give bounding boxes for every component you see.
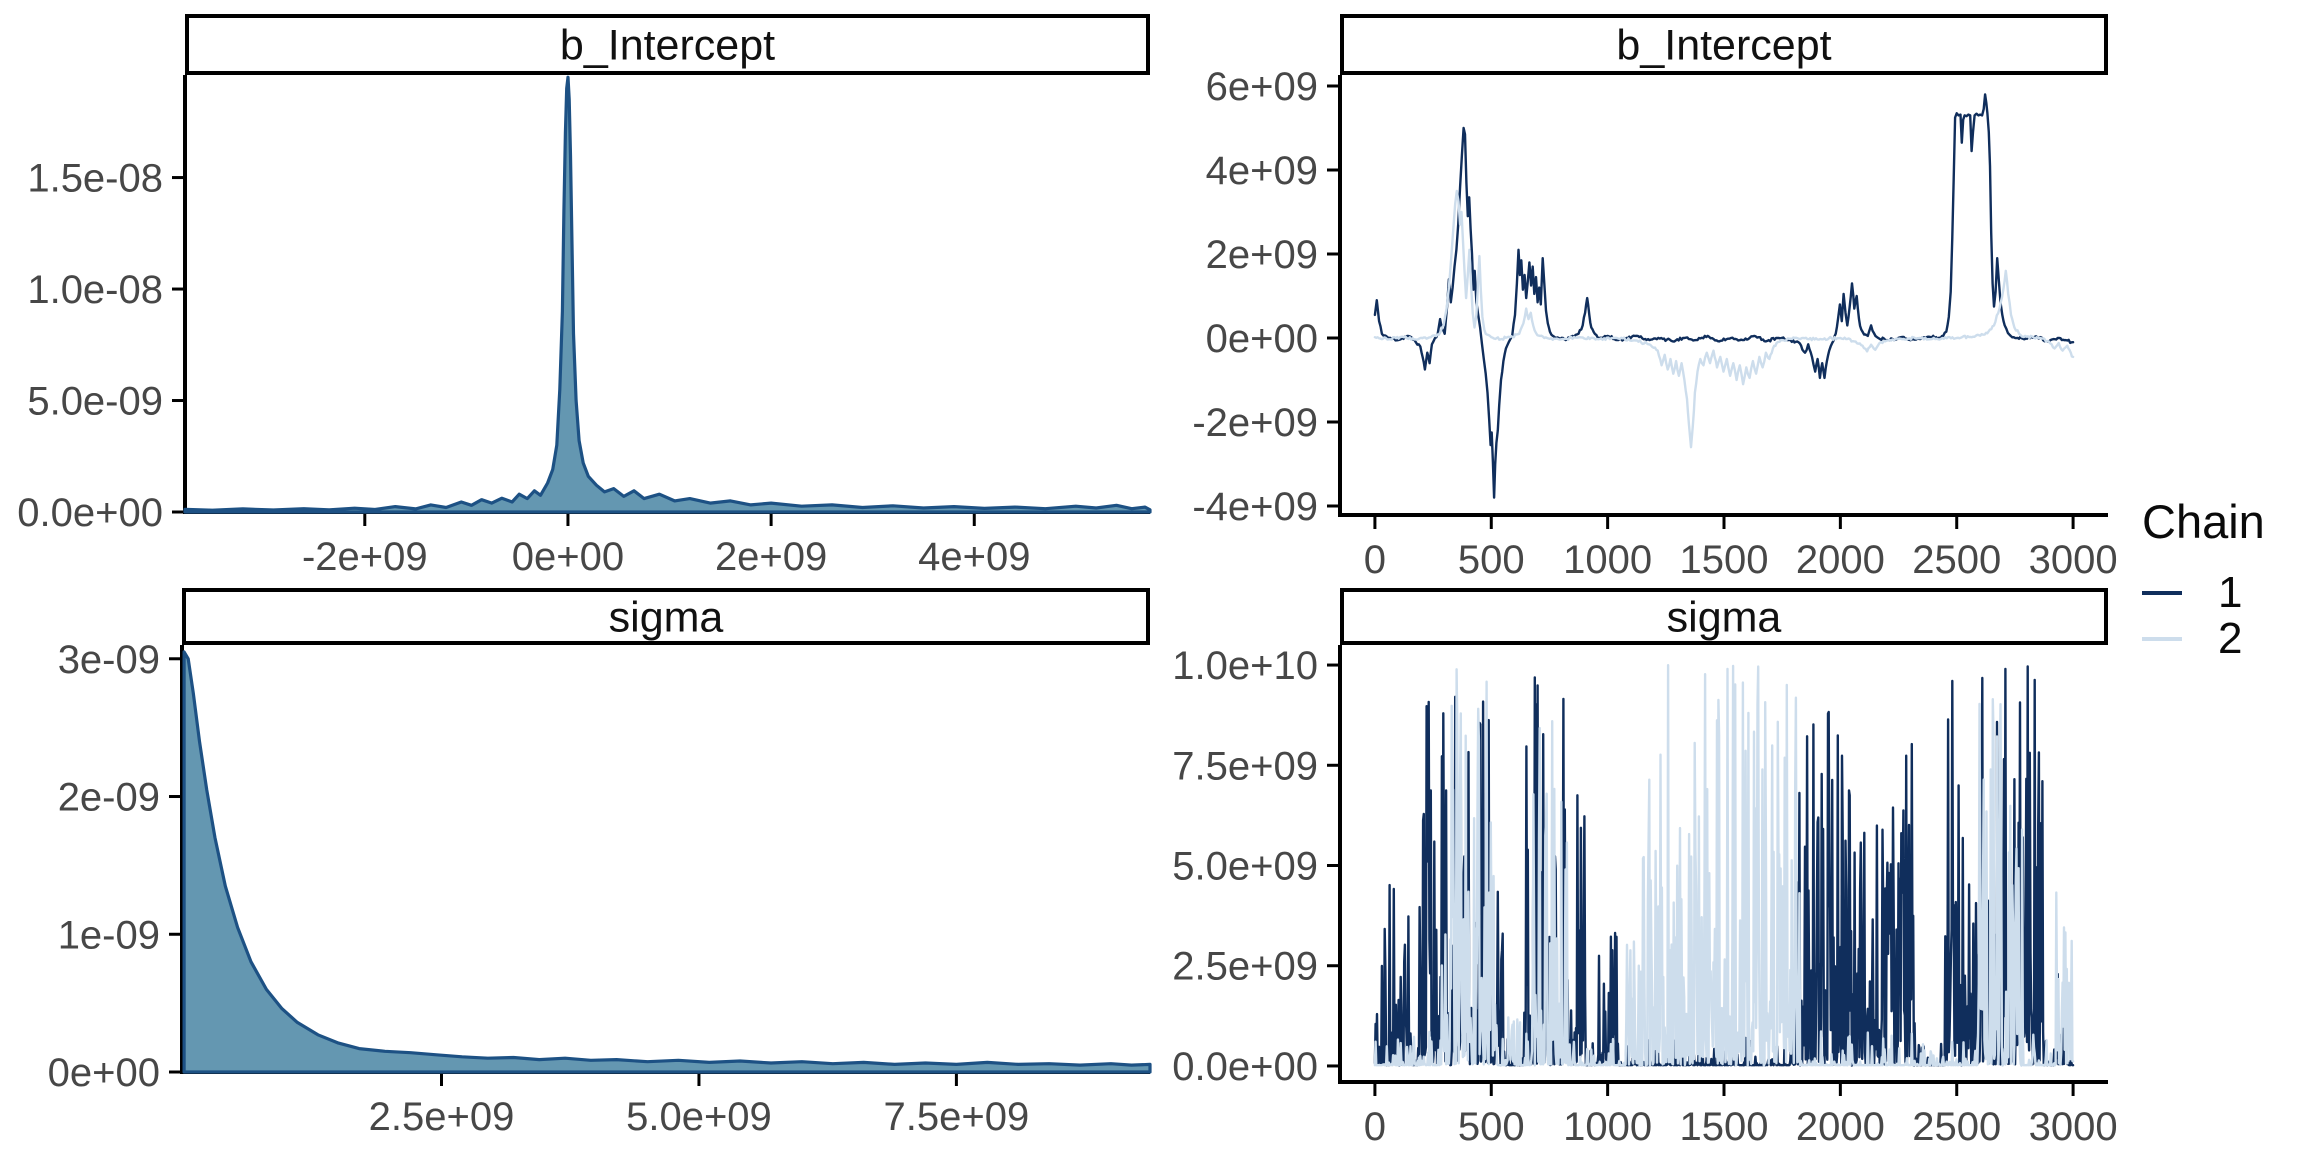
y-tick-label: 1.0e+10 — [1172, 644, 1318, 688]
x-tick-label: 2000 — [1796, 1105, 1885, 1149]
panel-strip — [1340, 14, 2108, 75]
y-tick-label: 1.0e-08 — [27, 268, 163, 312]
trace-line-chain-2-trace-b-intercept — [1373, 189, 2075, 449]
legend-item-chain-2-label: 2 — [2218, 614, 2243, 664]
panel-title-density-b-intercept: b_Intercept — [560, 22, 775, 70]
chain-2-line-swatch — [2142, 637, 2182, 642]
panel-trace-b-intercept: b_Intercept 6e+09 4e+09 2e+09 0e+00 -2e+09 -4e… — [1192, 14, 2118, 582]
x-tick-label: 0 — [1364, 1105, 1386, 1149]
x-tick-label: -2e+09 — [302, 535, 428, 579]
y-tick-label: 0.0e+00 — [17, 491, 163, 535]
y-tick-label: 0.0e+00 — [1172, 1045, 1318, 1089]
x-tick-label: 0 — [1364, 538, 1386, 582]
y-tick-label: 7.5e+09 — [1172, 744, 1318, 788]
density-area-density-sigma — [182, 650, 1152, 1074]
x-tick-label: 4e+09 — [918, 535, 1030, 579]
x-tick-label: 2.5e+09 — [369, 1095, 515, 1139]
legend-item-chain-2: 2 — [2142, 614, 2265, 664]
y-tick-label: 3e-09 — [58, 638, 160, 682]
x-tick-label: 7.5e+09 — [884, 1095, 1030, 1139]
x-tick-label: 5.0e+09 — [626, 1095, 772, 1139]
panel-density-b-intercept: b_Intercept 0.0e+00 5.0e-09 1.0e-08 1.5e-08 -… — [17, 14, 1152, 579]
x-tick-label: 2000 — [1796, 538, 1885, 582]
x-tick-label: 500 — [1458, 538, 1525, 582]
x-tick-label: 3000 — [2029, 538, 2118, 582]
x-tick-label: 1000 — [1563, 1105, 1652, 1149]
trace-line-chain-1-trace-b-intercept — [1373, 93, 2075, 499]
y-tick-label: 1.5e-08 — [27, 157, 163, 201]
panel-strip — [1340, 588, 2108, 645]
y-tick-label: -2e+09 — [1192, 401, 1318, 445]
panel-trace-sigma: sigma 1.0e+10 7.5e+09 5.0e+09 2.5e+09 0.0e+00… — [1172, 588, 2118, 1149]
y-tick-label: 0e+00 — [1206, 317, 1318, 361]
y-tick-label: -4e+09 — [1192, 485, 1318, 529]
y-tick-label: 2e-09 — [58, 776, 160, 820]
y-tick-label: 2.5e+09 — [1172, 945, 1318, 989]
panel-strip — [185, 14, 1150, 75]
legend-title: Chain — [2142, 495, 2265, 548]
panel-title-trace-sigma: sigma — [1667, 594, 1782, 642]
x-tick-label: 0e+00 — [512, 535, 624, 579]
y-tick-label: 4e+09 — [1206, 149, 1318, 193]
panel-title-density-sigma: sigma — [609, 594, 724, 642]
x-tick-label: 2500 — [1912, 538, 2001, 582]
legend: Chain 1 2 — [2142, 495, 2265, 664]
legend-item-chain-1: 1 — [2142, 568, 2265, 618]
chain-1-line-swatch — [2142, 591, 2182, 596]
x-tick-label: 500 — [1458, 1105, 1525, 1149]
panel-title-trace-b-intercept: b_Intercept — [1616, 22, 1831, 70]
x-tick-label: 3000 — [2029, 1105, 2118, 1149]
y-tick-label: 2e+09 — [1206, 233, 1318, 277]
y-tick-label: 1e-09 — [58, 913, 160, 957]
trace-line-chain-2-trace-sigma — [1373, 664, 2075, 1067]
trace-line-chain-1-trace-sigma — [1373, 665, 2075, 1067]
y-tick-label: 0e+00 — [48, 1051, 160, 1095]
panel-strip — [182, 588, 1150, 645]
x-tick-label: 1500 — [1680, 538, 1769, 582]
x-tick-label: 2500 — [1912, 1105, 2001, 1149]
y-tick-label: 5.0e-09 — [27, 380, 163, 424]
legend-item-chain-1-label: 1 — [2218, 568, 2243, 618]
x-tick-label: 1000 — [1563, 538, 1652, 582]
x-tick-label: 1500 — [1680, 1105, 1769, 1149]
y-tick-label: 6e+09 — [1206, 65, 1318, 109]
y-tick-label: 5.0e+09 — [1172, 845, 1318, 889]
panel-density-sigma: sigma 0e+00 1e-09 2e-09 3e-09 2.5e+09 5.0e+09 7… — [48, 588, 1152, 1139]
x-tick-label: 2e+09 — [715, 535, 827, 579]
density-area-density-b-intercept — [183, 75, 1152, 514]
